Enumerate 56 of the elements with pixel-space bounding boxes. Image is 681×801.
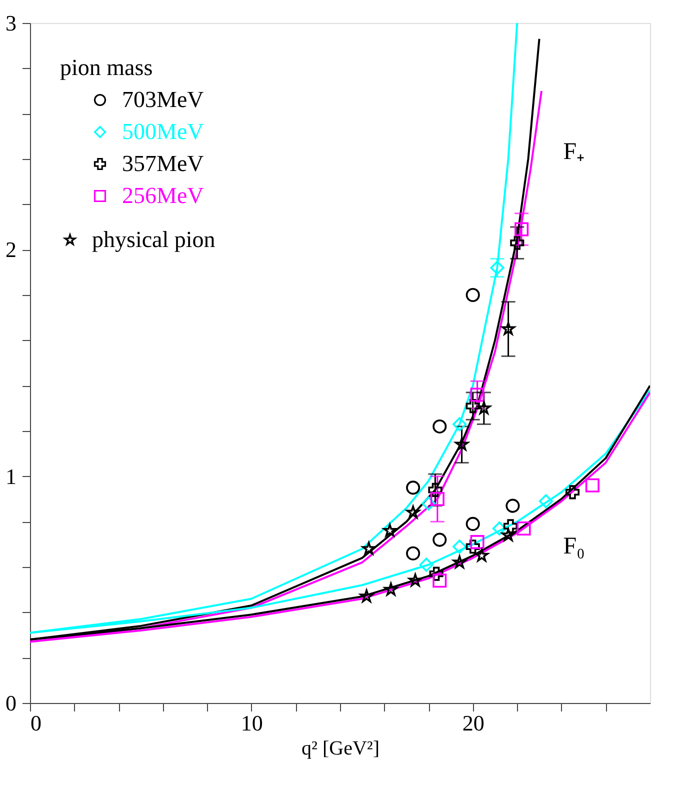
- point: [474, 548, 488, 562]
- y-tick-label: 1: [6, 464, 16, 489]
- x-axis-title: q² [GeV²]: [301, 738, 380, 760]
- point: [510, 236, 524, 250]
- point: [432, 532, 447, 547]
- point: [452, 555, 466, 568]
- point: [384, 582, 398, 596]
- point: [514, 222, 529, 236]
- x-tick-label: 0: [30, 710, 42, 736]
- point: [406, 506, 420, 518]
- point: [466, 540, 480, 554]
- point: [492, 521, 506, 536]
- point: [585, 478, 600, 492]
- point: [538, 494, 553, 508]
- point: [477, 401, 491, 414]
- legend-label: physical pion: [92, 227, 216, 252]
- legend-label: 500MeV: [122, 119, 204, 144]
- point: [516, 521, 531, 536]
- annotation: F₀: [563, 534, 585, 560]
- point: [362, 542, 376, 555]
- point: [452, 417, 467, 432]
- x-tick-label: 10: [240, 710, 263, 736]
- legend-label: 703MeV: [122, 87, 204, 112]
- point: [466, 399, 480, 414]
- legend-title: pion mass: [60, 55, 153, 80]
- point: [429, 566, 444, 581]
- point: [419, 558, 434, 572]
- y-tick-label: 0: [6, 690, 16, 716]
- point: [452, 540, 467, 554]
- legend-label: 256MeV: [122, 183, 204, 208]
- point: [466, 516, 480, 531]
- point: [383, 524, 397, 537]
- point: [490, 260, 504, 275]
- point: [422, 496, 436, 511]
- point: [506, 498, 520, 513]
- legend-label: 357MeV: [122, 151, 204, 176]
- y-tick-label: 2: [6, 237, 16, 262]
- x-tick-label: 20: [462, 710, 484, 736]
- y-tick-label: 3: [6, 10, 16, 36]
- point: [455, 438, 469, 450]
- point: [502, 322, 516, 335]
- point: [360, 589, 374, 602]
- annotation: F₊: [563, 139, 585, 166]
- point: [432, 574, 447, 588]
- point: [428, 482, 442, 497]
- point: [406, 480, 420, 495]
- point: [406, 546, 420, 560]
- point: [470, 388, 484, 402]
- point: [503, 519, 518, 534]
- point: [466, 288, 480, 302]
- point: [432, 419, 447, 434]
- point: [430, 492, 444, 506]
- point: [502, 528, 516, 542]
- point: [470, 535, 484, 550]
- point: [565, 485, 580, 500]
- point: [408, 574, 422, 586]
